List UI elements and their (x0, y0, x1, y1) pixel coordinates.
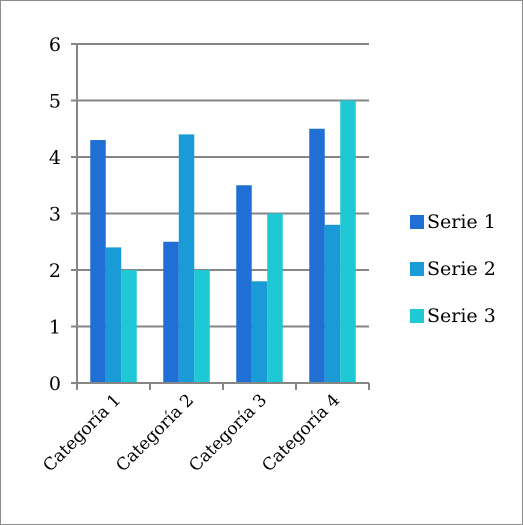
y-tick-label-6: 6 (49, 34, 61, 56)
legend-label-serie3: Serie 3 (427, 305, 496, 327)
x-tick-label-cat3: Categoría 3 (185, 390, 271, 476)
bar-serie1-cat1 (90, 140, 106, 383)
bar-serie3-cat3 (267, 213, 283, 383)
y-tick-label-3: 3 (49, 204, 61, 226)
bar-serie1-cat3 (236, 185, 252, 383)
x-tick-label-cat4: Categoría 4 (258, 390, 344, 476)
bar-serie1-cat2 (163, 241, 179, 383)
bars (90, 100, 356, 383)
bar-serie2-cat4 (324, 224, 341, 383)
y-axis-tick-labels: 0 1 2 3 4 5 6 (49, 34, 61, 395)
bar-serie3-cat2 (194, 270, 210, 383)
bar-serie3-cat4 (340, 100, 356, 383)
x-tick-label-cat1: Categoría 1 (39, 390, 125, 476)
legend-swatch-serie2 (410, 262, 424, 276)
y-tick-label-5: 5 (49, 91, 61, 113)
bar-serie2-cat2 (178, 134, 195, 383)
axes (71, 43, 370, 390)
legend-label-serie2: Serie 2 (427, 258, 496, 280)
bar-serie1-cat4 (309, 128, 325, 383)
legend-item-serie2: Serie 2 (410, 258, 496, 280)
bar-serie2-cat1 (105, 247, 122, 383)
y-tick-label-2: 2 (49, 260, 61, 282)
y-tick-label-0: 0 (49, 373, 61, 395)
legend-label-serie1: Serie 1 (427, 211, 496, 233)
y-tick-label-1: 1 (49, 317, 61, 339)
legend-swatch-serie3 (410, 309, 424, 323)
legend-swatch-serie1 (410, 215, 424, 229)
legend-item-serie3: Serie 3 (410, 305, 496, 327)
bar-serie3-cat1 (121, 270, 137, 383)
legend: Serie 1 Serie 2 Serie 3 (410, 211, 496, 327)
x-tick-label-cat2: Categoría 2 (112, 390, 198, 476)
y-tick-label-4: 4 (49, 147, 61, 169)
bar-serie2-cat3 (251, 281, 268, 383)
legend-item-serie1: Serie 1 (410, 211, 496, 233)
